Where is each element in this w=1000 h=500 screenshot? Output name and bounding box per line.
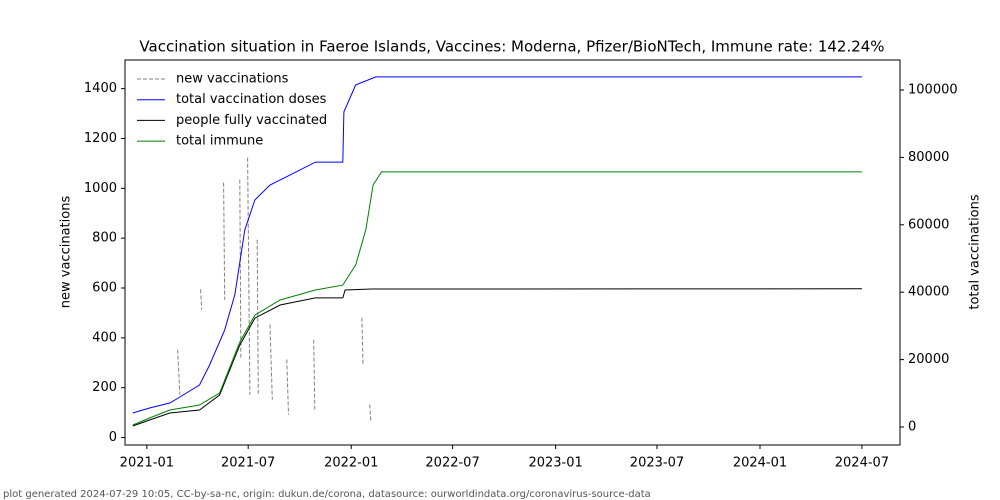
y2-tick-label: 100000	[908, 82, 958, 97]
x-tick-label: 2023-07	[630, 456, 684, 471]
x-tick-label: 2022-07	[425, 456, 479, 471]
plot-frame	[124, 59, 901, 446]
y-tick-label: 600	[92, 281, 117, 296]
y2-tick-label: 80000	[908, 150, 949, 165]
y2-axis-label: total vaccinations	[968, 194, 983, 310]
series-line	[177, 157, 372, 422]
series-line	[132, 171, 862, 426]
legend-label: people fully vaccinated	[176, 113, 327, 128]
series-line	[132, 288, 862, 427]
y-tick-label: 1400	[84, 81, 117, 96]
y2-tick-label: 60000	[908, 217, 949, 232]
y2-tick-label: 20000	[908, 352, 949, 367]
y-axis-label: new vaccinations	[59, 196, 74, 309]
legend-label: new vaccinations	[176, 72, 289, 87]
y-tick-label: 800	[92, 231, 117, 246]
x-tick-label: 2023-01	[528, 456, 582, 471]
x-tick-label: 2021-01	[120, 456, 174, 471]
y-tick-label: 1000	[84, 181, 117, 196]
series-line	[132, 76, 862, 414]
chart-title: Vaccination situation in Faeroe Islands,…	[139, 38, 884, 56]
legend-label: total immune	[176, 134, 263, 149]
footer: plot generated 2024-07-29 10:05, CC-by-s…	[3, 489, 651, 500]
y2-tick-label: 40000	[908, 285, 949, 300]
x-tick-label: 2022-01	[324, 456, 378, 471]
legend-label: total vaccination doses	[176, 92, 327, 107]
x-tick-label: 2021-07	[221, 456, 275, 471]
y-tick-label: 1200	[84, 131, 117, 146]
y-tick-label: 400	[92, 330, 117, 345]
x-tick-label: 2024-07	[835, 456, 889, 471]
y-tick-label: 200	[92, 380, 117, 395]
x-tick-label: 2024-01	[733, 456, 787, 471]
y-tick-label: 0	[109, 430, 117, 445]
y2-tick-label: 0	[908, 420, 916, 435]
